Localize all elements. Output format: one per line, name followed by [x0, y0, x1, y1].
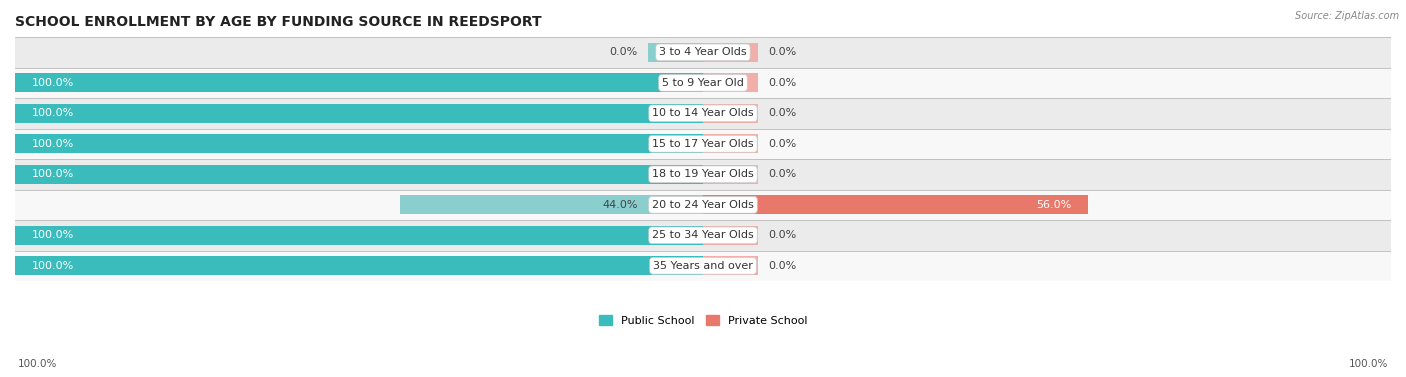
- Bar: [703, 104, 758, 123]
- Text: Source: ZipAtlas.com: Source: ZipAtlas.com: [1295, 11, 1399, 21]
- Text: 0.0%: 0.0%: [768, 108, 797, 118]
- Text: 100.0%: 100.0%: [18, 359, 58, 369]
- Text: 5 to 9 Year Old: 5 to 9 Year Old: [662, 78, 744, 88]
- Text: 18 to 19 Year Olds: 18 to 19 Year Olds: [652, 169, 754, 179]
- Bar: [703, 134, 758, 153]
- Text: 100.0%: 100.0%: [32, 169, 75, 179]
- Text: 56.0%: 56.0%: [1036, 200, 1071, 210]
- Text: 15 to 17 Year Olds: 15 to 17 Year Olds: [652, 139, 754, 149]
- Text: 100.0%: 100.0%: [32, 139, 75, 149]
- Bar: [15, 256, 703, 275]
- Text: 0.0%: 0.0%: [768, 230, 797, 240]
- Bar: [703, 43, 758, 62]
- Text: 0.0%: 0.0%: [768, 169, 797, 179]
- Bar: [703, 226, 758, 245]
- Bar: [15, 37, 1391, 67]
- Bar: [15, 251, 1391, 281]
- Text: 0.0%: 0.0%: [768, 78, 797, 88]
- Text: 25 to 34 Year Olds: 25 to 34 Year Olds: [652, 230, 754, 240]
- Legend: Public School, Private School: Public School, Private School: [595, 312, 811, 329]
- Text: 44.0%: 44.0%: [602, 200, 638, 210]
- Text: SCHOOL ENROLLMENT BY AGE BY FUNDING SOURCE IN REEDSPORT: SCHOOL ENROLLMENT BY AGE BY FUNDING SOUR…: [15, 15, 541, 29]
- Bar: [15, 74, 703, 92]
- Text: 0.0%: 0.0%: [768, 261, 797, 271]
- Bar: [15, 165, 703, 184]
- Text: 100.0%: 100.0%: [1348, 359, 1388, 369]
- Bar: [15, 98, 1391, 129]
- Bar: [15, 159, 1391, 190]
- Bar: [15, 226, 703, 245]
- Text: 0.0%: 0.0%: [768, 48, 797, 57]
- Bar: [703, 165, 758, 184]
- Bar: [15, 104, 703, 123]
- Text: 100.0%: 100.0%: [32, 230, 75, 240]
- Text: 0.0%: 0.0%: [609, 48, 638, 57]
- Bar: [15, 134, 703, 153]
- Text: 3 to 4 Year Olds: 3 to 4 Year Olds: [659, 48, 747, 57]
- Bar: [703, 256, 758, 275]
- Text: 20 to 24 Year Olds: 20 to 24 Year Olds: [652, 200, 754, 210]
- Text: 10 to 14 Year Olds: 10 to 14 Year Olds: [652, 108, 754, 118]
- Text: 35 Years and over: 35 Years and over: [652, 261, 754, 271]
- Bar: [703, 195, 1088, 214]
- Bar: [703, 74, 758, 92]
- Bar: [15, 129, 1391, 159]
- Bar: [15, 67, 1391, 98]
- Bar: [401, 195, 703, 214]
- Text: 0.0%: 0.0%: [768, 139, 797, 149]
- Bar: [15, 190, 1391, 220]
- Bar: [648, 43, 703, 62]
- Bar: [15, 220, 1391, 251]
- Text: 100.0%: 100.0%: [32, 108, 75, 118]
- Text: 100.0%: 100.0%: [32, 78, 75, 88]
- Text: 100.0%: 100.0%: [32, 261, 75, 271]
